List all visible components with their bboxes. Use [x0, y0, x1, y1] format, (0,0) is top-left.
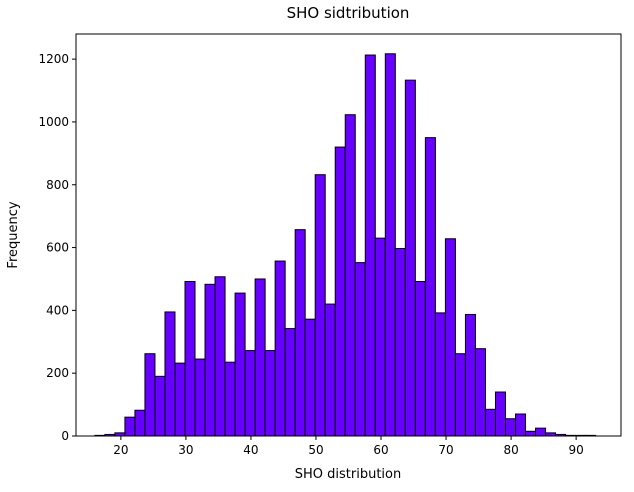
histogram-bar — [454, 353, 466, 437]
histogram-bar — [414, 280, 426, 437]
histogram-bar — [384, 53, 396, 437]
chart-title: SHO sidtribution — [287, 4, 410, 22]
x-tick-label: 20 — [113, 443, 128, 457]
histogram-bar — [334, 146, 346, 437]
x-axis-ticks: 20 30 40 50 60 70 80 90 — [113, 436, 584, 457]
y-tick-label: 400 — [46, 303, 69, 317]
histogram-bar — [374, 237, 386, 437]
histogram-bar — [404, 79, 416, 437]
histogram-bar — [304, 318, 316, 437]
histogram-bar — [364, 54, 376, 437]
histogram-bar — [474, 348, 486, 437]
y-tick-label: 0 — [61, 429, 69, 443]
histogram-bar — [434, 312, 446, 437]
histogram-bar — [154, 375, 166, 437]
histogram-bar — [214, 276, 226, 437]
plot-frame — [75, 33, 622, 437]
y-axis-ticks: 0 200 400 600 800 1000 1200 — [38, 52, 76, 443]
x-tick-label: 70 — [438, 443, 453, 457]
histogram-bar — [264, 350, 276, 437]
histogram-bar — [424, 137, 436, 437]
histogram-bar — [284, 328, 296, 437]
histogram-bar — [504, 418, 517, 437]
x-tick-label: 60 — [373, 443, 388, 457]
y-tick-label: 1000 — [38, 115, 69, 129]
x-tick-label: 40 — [243, 443, 258, 457]
histogram-bar — [484, 408, 496, 437]
histogram-bar — [324, 303, 336, 437]
y-tick-label: 200 — [46, 366, 69, 380]
histogram-bar — [344, 114, 356, 437]
y-tick-label: 800 — [46, 178, 69, 192]
x-tick-label: 30 — [178, 443, 193, 457]
histogram-bar — [244, 350, 256, 437]
histogram-bar — [224, 361, 236, 437]
histogram-bar — [294, 229, 306, 437]
bars-group — [94, 53, 597, 437]
histogram-bar — [394, 248, 406, 437]
histogram-bar — [274, 260, 286, 437]
x-axis-label: SHO distribution — [295, 467, 401, 482]
histogram-bar — [444, 238, 456, 437]
histogram-bar — [124, 416, 136, 437]
x-tick-label: 50 — [308, 443, 323, 457]
histogram-bar — [164, 311, 176, 437]
y-axis-label: Frequency — [6, 201, 21, 268]
y-tick-label: 1200 — [38, 52, 69, 66]
histogram-bar — [314, 174, 326, 437]
histogram-bar — [144, 353, 156, 437]
histogram-bar — [354, 262, 366, 437]
histogram-bar — [174, 362, 186, 437]
histogram-bar — [204, 283, 216, 437]
x-tick-label: 90 — [568, 443, 583, 457]
histogram-bar — [515, 413, 527, 437]
histogram-bar — [525, 430, 537, 437]
histogram-bar — [254, 278, 266, 437]
histogram-bar — [184, 280, 196, 437]
y-tick-label: 600 — [46, 241, 69, 255]
histogram-bar — [494, 391, 506, 437]
histogram-bar — [134, 409, 146, 437]
histogram-bar — [194, 358, 206, 437]
x-tick-label: 80 — [503, 443, 518, 457]
histogram-bar — [535, 427, 547, 437]
histogram-bar — [234, 292, 246, 437]
histogram-bar — [464, 313, 476, 437]
